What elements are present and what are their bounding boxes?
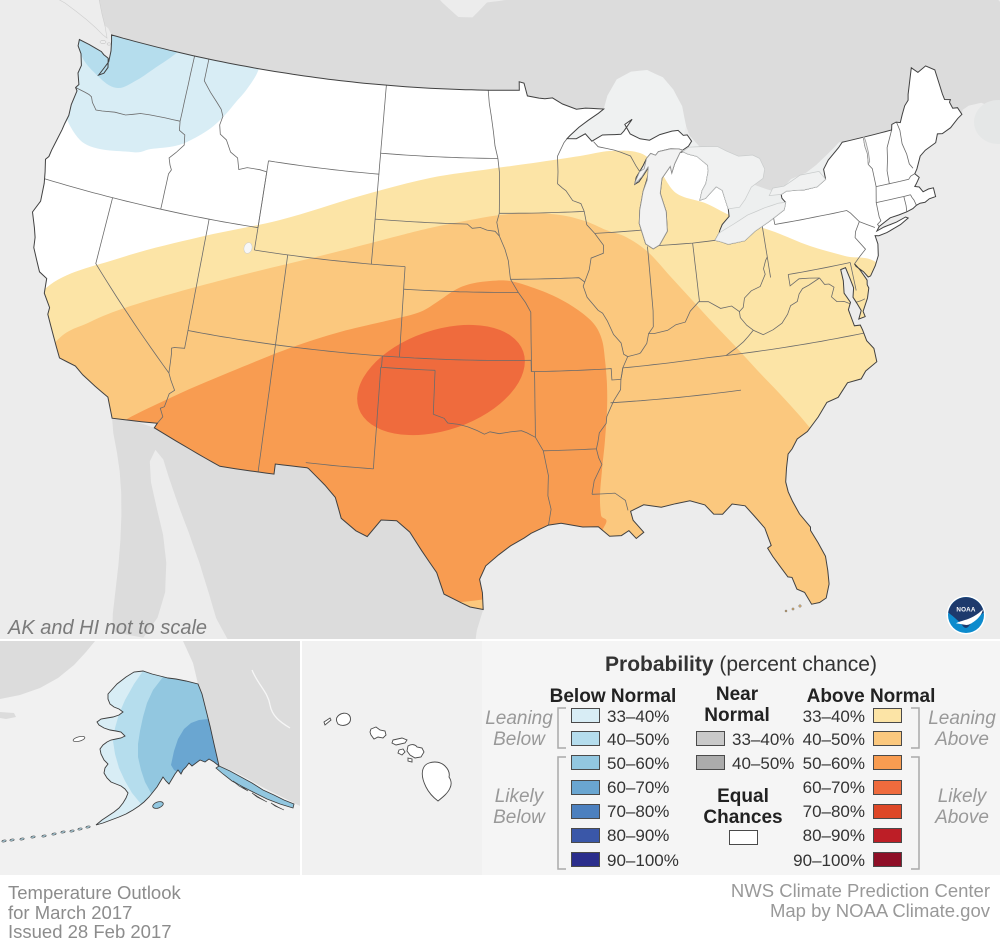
svg-text:NOAA: NOAA <box>956 607 976 614</box>
